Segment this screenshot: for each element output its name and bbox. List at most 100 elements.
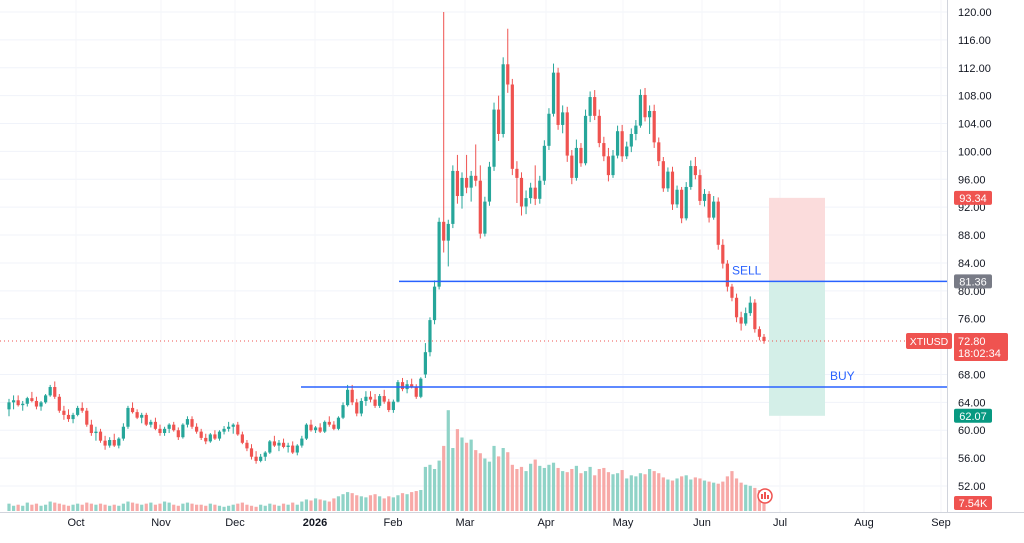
- candle-body: [506, 64, 510, 85]
- candle-body: [181, 424, 185, 438]
- volume-bar: [469, 439, 473, 511]
- volume-bar: [556, 467, 560, 511]
- volume-bar: [730, 471, 734, 511]
- candle-body: [702, 193, 707, 201]
- candle-body: [533, 187, 537, 199]
- volume-bar: [410, 492, 414, 511]
- candle-body: [199, 431, 203, 438]
- candle-body: [515, 168, 519, 178]
- volume-bar: [181, 503, 185, 511]
- candle-body: [130, 407, 135, 413]
- candle-body: [410, 384, 414, 388]
- volume-bar: [323, 500, 327, 511]
- price-tick-label: 52.00: [958, 481, 986, 493]
- level-lines[interactable]: SELL BUY: [0, 263, 947, 388]
- volume-bar: [519, 466, 524, 511]
- volume-bar: [153, 504, 158, 511]
- volume-bar: [593, 475, 597, 511]
- candle-body: [378, 396, 382, 406]
- candle-body: [346, 389, 350, 406]
- volume-bar: [80, 504, 84, 511]
- volume-bar: [327, 501, 331, 511]
- candle-body: [286, 445, 290, 447]
- volume-bar: [7, 503, 11, 511]
- volume-bar: [240, 502, 244, 511]
- candle-body: [364, 396, 368, 401]
- volume-bar: [57, 503, 61, 511]
- candle-body: [615, 131, 620, 156]
- stop-loss-zone[interactable]: [769, 197, 825, 282]
- volume-bar: [606, 472, 611, 511]
- price-tick-label: 96.00: [958, 174, 986, 186]
- volume-bar: [16, 504, 20, 511]
- candle-body: [442, 221, 446, 241]
- volume-bar: [39, 505, 43, 511]
- volume-bar: [208, 503, 212, 511]
- volume-bar: [428, 464, 432, 511]
- candle-body: [48, 387, 52, 396]
- volume-bar: [492, 445, 496, 511]
- candle-body: [268, 441, 272, 453]
- take-profit-zone[interactable]: [769, 281, 825, 416]
- candle-body: [428, 320, 432, 353]
- candle-body: [542, 145, 546, 181]
- price-tick-label: 60.00: [958, 425, 986, 437]
- candle-body: [62, 410, 66, 415]
- candle-body: [451, 170, 455, 224]
- volume-bar: [744, 484, 748, 511]
- volume-bar: [190, 503, 194, 511]
- volume-bar: [716, 483, 720, 511]
- candle-body: [519, 177, 524, 207]
- volume-bar: [680, 476, 684, 511]
- candle-body: [89, 424, 93, 434]
- volume-bar: [172, 504, 176, 511]
- volume-bar: [693, 477, 697, 511]
- candle-body: [121, 426, 125, 439]
- price-tick-label: 104.00: [958, 119, 992, 131]
- target-price-tag-text: 62.07: [959, 411, 987, 423]
- candle-body: [245, 442, 249, 449]
- candle-body: [327, 421, 331, 425]
- volume-bar: [698, 478, 702, 511]
- volume-bar: [53, 502, 57, 511]
- volume-indicator-icon[interactable]: [757, 488, 773, 504]
- candle-body: [355, 402, 359, 414]
- volume-bar: [579, 473, 583, 511]
- volume-bar: [474, 450, 478, 511]
- volume-bar: [487, 461, 492, 511]
- candle-body: [277, 442, 281, 446]
- time-tick-label: 2026: [303, 517, 327, 529]
- candle-body: [208, 434, 212, 442]
- candle-body: [675, 189, 679, 205]
- volume-bar: [648, 469, 652, 511]
- volume-bar: [432, 469, 437, 511]
- candle-body: [593, 97, 597, 116]
- candle-body: [460, 177, 464, 197]
- candle-body: [318, 427, 322, 432]
- volume-bar: [195, 504, 199, 511]
- symbol-label: XTIUSD: [910, 336, 949, 348]
- volume-bar: [89, 503, 93, 511]
- volume-bar: [506, 452, 510, 511]
- candle-body: [657, 142, 661, 162]
- candle-body: [53, 387, 57, 397]
- candle-body: [734, 297, 739, 318]
- volume-bar: [734, 478, 739, 511]
- candle-body: [359, 400, 363, 414]
- volume-bar: [34, 503, 39, 511]
- candle-body: [570, 155, 574, 178]
- volume-bar: [542, 467, 546, 511]
- volume-bar: [497, 456, 501, 511]
- candle-body: [217, 431, 222, 439]
- candle-body: [25, 398, 29, 404]
- time-axis[interactable]: Oct Nov Dec 2026 Feb Mar Apr May Jun Jul Aug Sep: [67, 517, 950, 529]
- volume-bar: [634, 476, 638, 511]
- volume-bar: [98, 503, 103, 511]
- price-axis[interactable]: 120.00 116.00 112.00 108.00 104.00 100.00 96.0…: [958, 7, 992, 493]
- volume-bar: [66, 505, 71, 511]
- price-tick-label: 108.00: [958, 91, 992, 103]
- candle-body: [382, 396, 386, 402]
- candle-body: [140, 414, 144, 418]
- volume-bar: [725, 476, 729, 511]
